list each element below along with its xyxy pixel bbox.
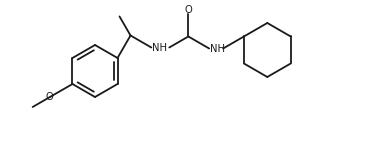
Text: O: O [184,6,192,15]
Text: NH: NH [210,45,225,54]
Text: O: O [45,91,53,101]
Text: NH: NH [152,43,167,54]
